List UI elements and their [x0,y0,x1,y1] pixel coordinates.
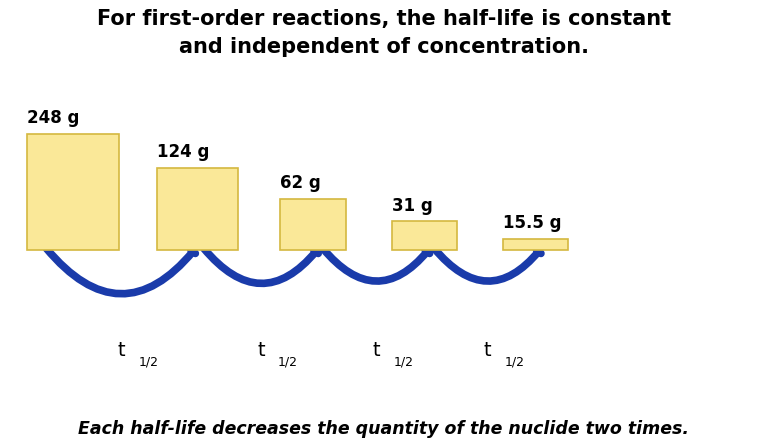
Text: 1/2: 1/2 [505,356,525,369]
Bar [503,239,568,250]
Text: For first-order reactions, the half-life is constant
and independent of concentr: For first-order reactions, the half-life… [97,9,671,57]
Text: 1/2: 1/2 [393,356,413,369]
Text: t: t [257,341,265,360]
Bar [392,221,457,250]
Text: t: t [118,341,125,360]
Text: 1/2: 1/2 [138,356,158,369]
Text: t: t [484,341,492,360]
Bar [157,168,238,250]
Text: 248 g: 248 g [27,110,79,127]
Text: 1/2: 1/2 [278,356,298,369]
Bar [27,134,119,250]
Bar [280,199,346,250]
Text: 15.5 g: 15.5 g [503,215,561,232]
Text: 62 g: 62 g [280,174,321,192]
Text: 31 g: 31 g [392,197,432,215]
Text: 124 g: 124 g [157,143,210,161]
Text: Each half-life decreases the quantity of the nuclide two times.: Each half-life decreases the quantity of… [78,420,690,438]
Text: t: t [372,341,380,360]
